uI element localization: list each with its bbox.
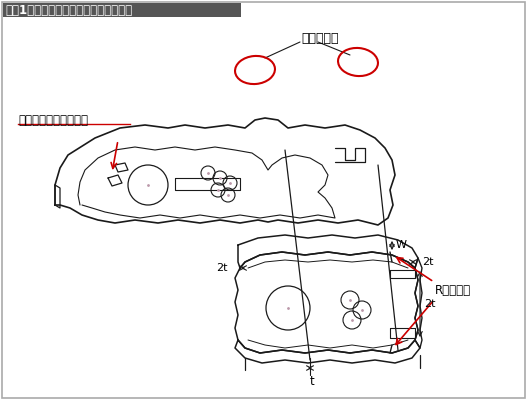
Text: Rの無い角: Rの無い角 [435, 284, 471, 296]
Text: t: t [310, 375, 315, 388]
Text: 2t: 2t [424, 299, 435, 309]
Text: 形状の一部を先に抜く: 形状の一部を先に抜く [18, 114, 88, 126]
Text: W: W [396, 240, 407, 250]
FancyBboxPatch shape [3, 3, 241, 17]
Text: 『図1』抜き落とし順送り加工の注意点: 『図1』抜き落とし順送り加工の注意点 [5, 4, 132, 16]
Text: マッチング: マッチング [301, 32, 339, 45]
Text: 2t: 2t [422, 257, 434, 267]
Text: 2t: 2t [217, 263, 228, 273]
